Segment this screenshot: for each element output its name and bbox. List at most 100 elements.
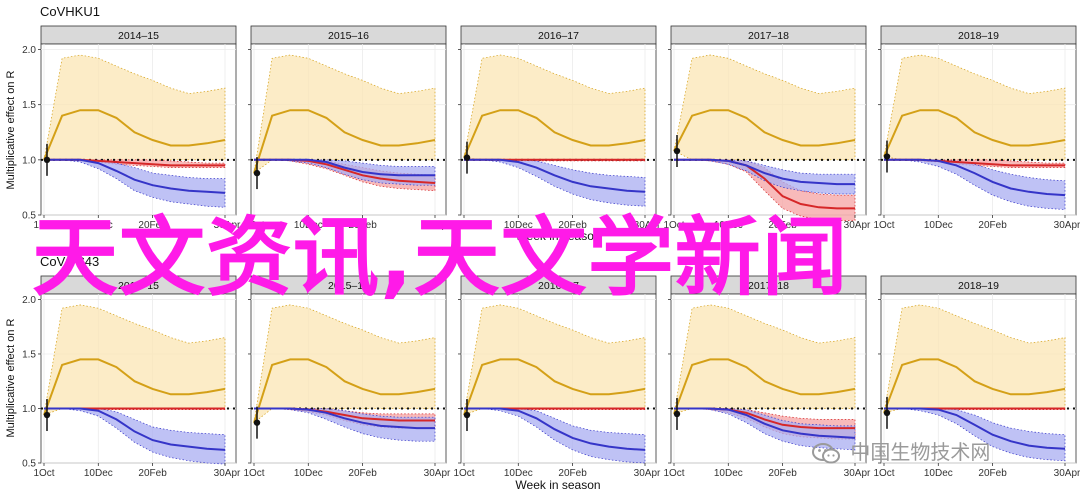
y-tick-label: 1.5 [22, 100, 36, 111]
x-tick-label: 10Dec [924, 220, 953, 231]
x-tick-label: 20Feb [138, 468, 167, 479]
x-tick-label: 10Dec [294, 468, 323, 479]
x-tick-label: 1Oct [663, 468, 684, 479]
x-tick-label: 20Feb [768, 468, 797, 479]
panel-season-label: 2014–15 [118, 280, 159, 292]
x-tick-label: 10Dec [714, 220, 743, 231]
x-tick-label: 1Oct [243, 220, 264, 231]
x-tick-label: 30Apr [634, 468, 661, 479]
x-tick-label: 30Apr [634, 220, 661, 231]
series-line [43, 358, 226, 416]
x-axis-label: Week in season [515, 229, 600, 243]
x-tick-label: 10Dec [504, 468, 533, 479]
start-point [463, 411, 471, 419]
start-point [883, 153, 891, 160]
series-line [883, 358, 1066, 414]
confidence-band [673, 54, 856, 161]
panel: 2014–15 1Oct 10Dec 20Feb 30Apr [33, 25, 241, 231]
x-tick-label: 1Oct [663, 220, 684, 231]
series-line [884, 407, 1066, 450]
confidence-band [463, 304, 646, 416]
panel-season-label: 2018–19 [958, 30, 999, 42]
figure-title: CoVOC43 [40, 254, 99, 269]
panel-season-label: 2017–18 [748, 280, 789, 292]
x-tick-label: 20Feb [558, 220, 587, 231]
y-tick-label: 1.0 [22, 155, 36, 166]
series-line [254, 407, 435, 430]
wechat-icon [812, 442, 840, 465]
x-tick-label: 1Oct [453, 468, 474, 479]
panel: 2017–18 1Oct 10Dec 20Feb 30Apr [663, 25, 871, 231]
start-point [463, 154, 471, 161]
panel: 2016–17 1Oct 10Dec 20Feb 30Apr [453, 25, 661, 231]
panel: 2017–18 1Oct 10Dec 20Feb 30Apr [663, 275, 871, 479]
x-tick-label: 30Apr [844, 468, 871, 479]
x-tick-label: 10Dec [714, 468, 743, 479]
x-tick-label: 1Oct [873, 220, 894, 231]
x-tick-label: 30Apr [424, 468, 451, 479]
x-tick-label: 1Oct [453, 220, 474, 231]
confidence-band [883, 304, 1066, 414]
series-line [673, 358, 856, 415]
y-tick-label: 0.5 [22, 459, 36, 470]
panel-season-label: 2014–15 [118, 30, 159, 42]
start-point [673, 410, 681, 418]
series-line [463, 358, 646, 416]
start-point [253, 169, 261, 177]
x-tick-label: 20Feb [138, 220, 167, 231]
panel-season-label: 2015–16 [328, 280, 369, 292]
series-line [883, 109, 1066, 157]
x-tick-label: 1Oct [243, 468, 264, 479]
series-line [464, 158, 646, 193]
series-line [464, 407, 646, 451]
y-tick-label: 2.0 [22, 295, 36, 306]
series-line [254, 158, 435, 177]
panel: 2018–19 1Oct 10Dec 20Feb 30Apr [873, 275, 1080, 479]
confidence-band [464, 408, 646, 464]
x-tick-label: 20Feb [348, 468, 377, 479]
watermark: 中国生物技术网 [812, 437, 990, 467]
panel-season-label: 2016–17 [538, 30, 579, 42]
x-tick-label: 10Dec [924, 468, 953, 479]
series-line [44, 158, 226, 194]
panel: 2016–17 1Oct 10Dec 20Feb 30Apr [453, 275, 661, 479]
x-tick-label: 1Oct [873, 468, 894, 479]
x-tick-label: 20Feb [978, 468, 1007, 479]
x-tick-label: 30Apr [214, 220, 241, 231]
panel: 2015–16 1Oct 10Dec 20Feb 30Apr [243, 275, 451, 479]
y-tick-label: 0.5 [22, 211, 36, 222]
overlay-title: 天文资讯,天文学新闻 [32, 208, 849, 308]
x-tick-label: 10Dec [504, 220, 533, 231]
series-line [253, 109, 436, 174]
series-line [674, 407, 856, 439]
x-tick-label: 20Feb [558, 468, 587, 479]
series-line [463, 109, 646, 158]
x-axis-label: Week in season [515, 478, 600, 492]
panel: 2018–19 1Oct 10Dec 20Feb 30Apr [873, 25, 1080, 231]
x-tick-label: 1Oct [33, 220, 54, 231]
series-line [674, 158, 855, 186]
x-tick-label: 20Feb [978, 220, 1007, 231]
x-tick-label: 30Apr [424, 220, 451, 231]
series-line [253, 358, 436, 423]
x-tick-label: 30Apr [1054, 468, 1080, 479]
x-tick-label: 20Feb [768, 220, 797, 231]
y-tick-label: 2.0 [22, 45, 36, 56]
x-tick-label: 1Oct [33, 468, 54, 479]
confidence-band [43, 304, 226, 416]
start-point [43, 411, 51, 419]
start-point [253, 419, 261, 426]
start-point [673, 147, 681, 155]
series-line [43, 109, 226, 161]
figure-title: CoVHKU1 [40, 4, 100, 19]
confidence-band [253, 304, 436, 424]
x-tick-label: 30Apr [214, 468, 241, 479]
x-tick-label: 30Apr [844, 220, 871, 231]
series-line [44, 407, 226, 451]
panel: 2015–16 1Oct 10Dec 20Feb 30Apr [243, 25, 451, 231]
x-tick-label: 30Apr [1054, 220, 1080, 231]
panel: 2014–15 1Oct 10Dec 20Feb 30Apr [33, 275, 241, 479]
x-tick-label: 20Feb [348, 220, 377, 231]
panel-season-label: 2015–16 [328, 30, 369, 42]
